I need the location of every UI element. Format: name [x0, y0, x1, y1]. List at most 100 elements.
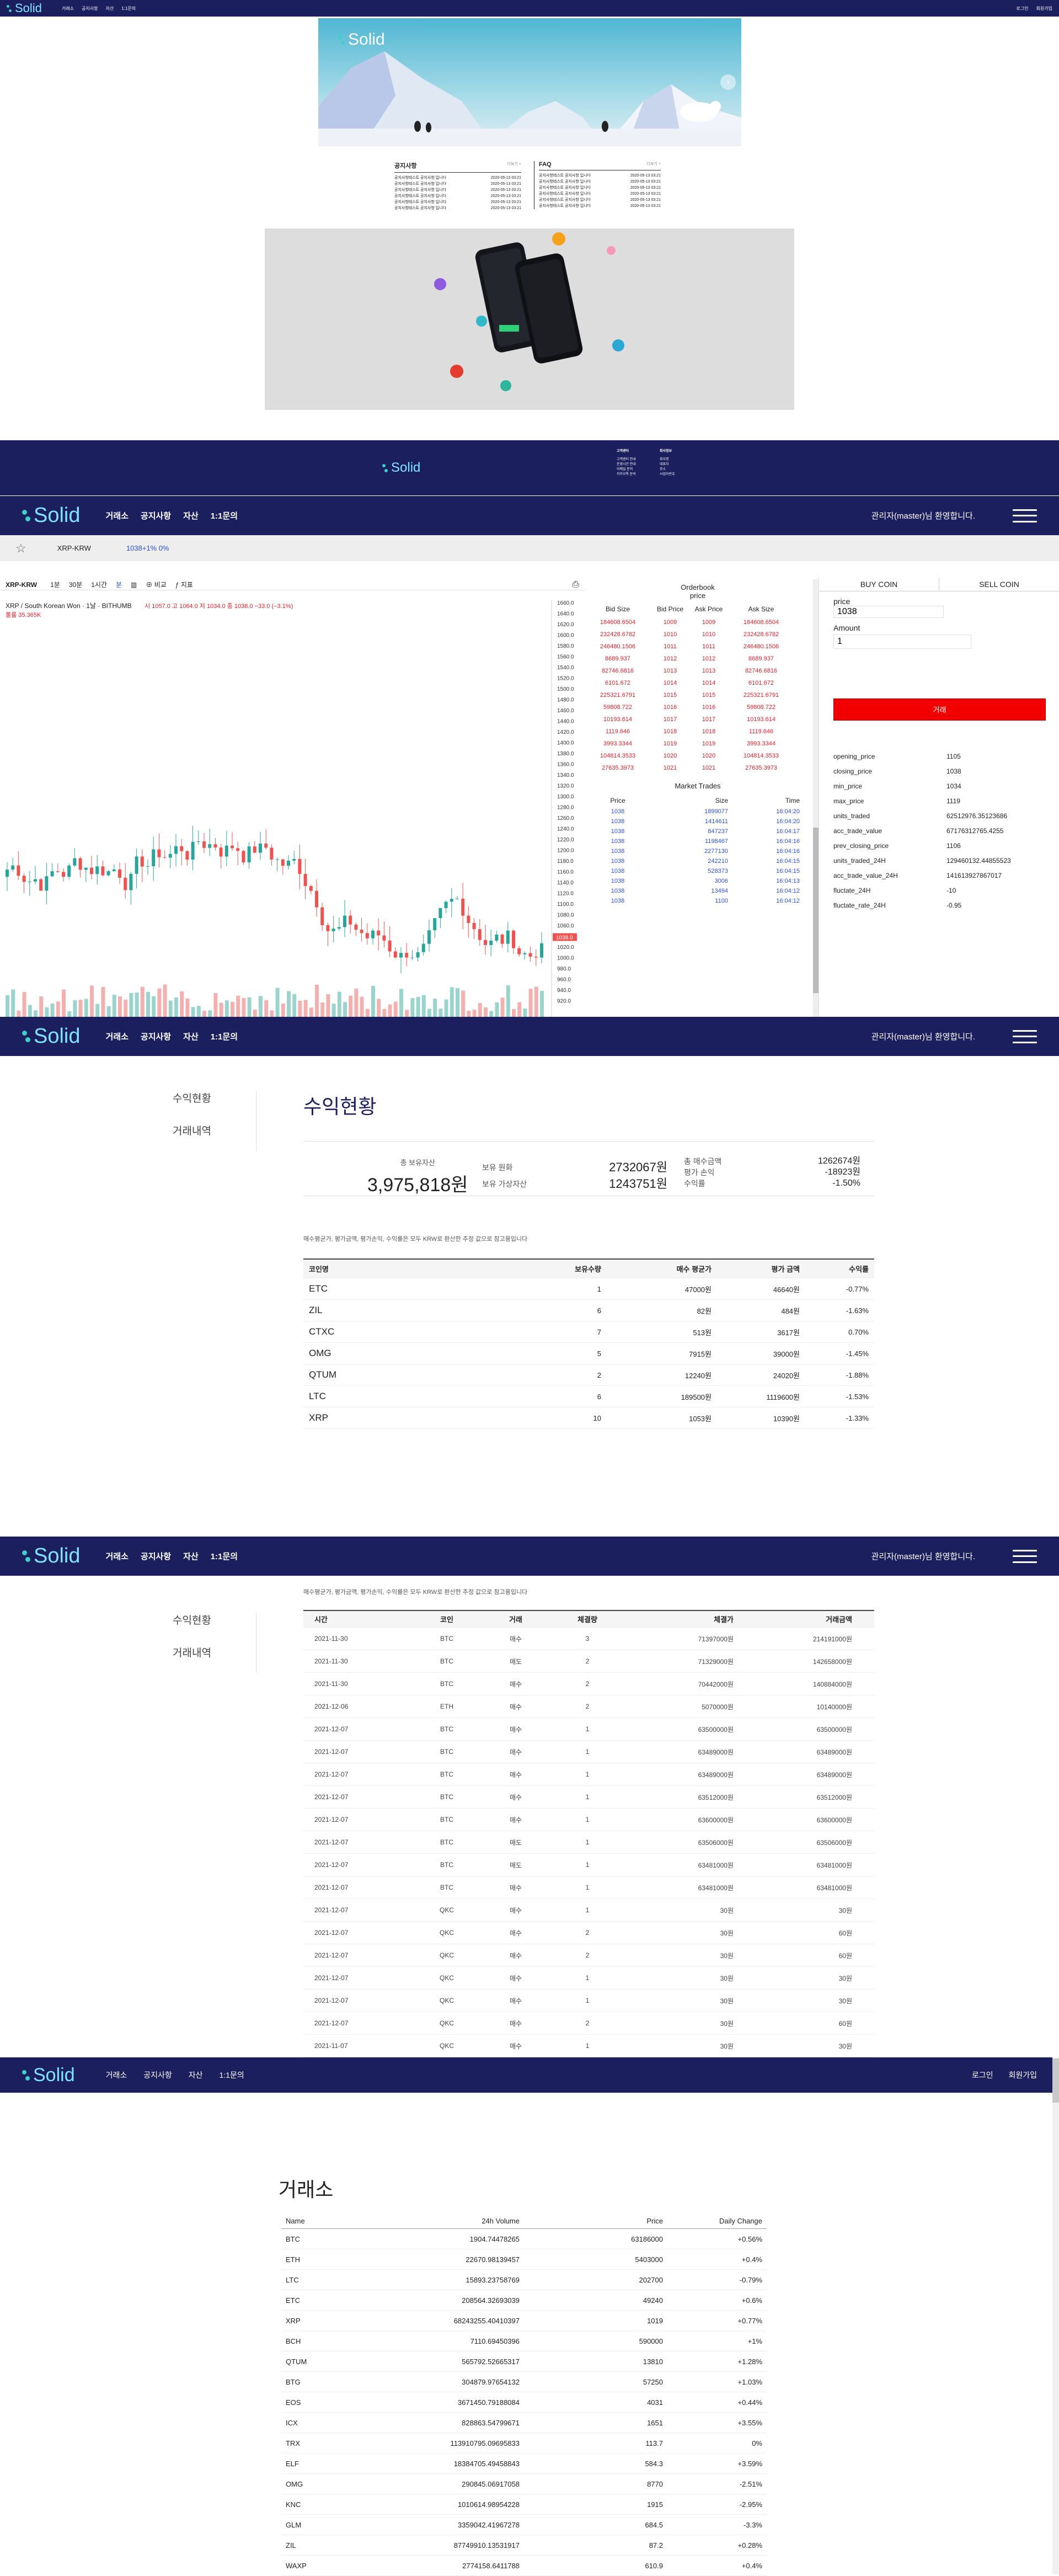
page-scrollbar[interactable] — [1052, 2057, 1059, 2574]
camera-icon[interactable]: ⎙ — [572, 579, 579, 589]
history-row[interactable]: 2021-12-07 BTC 매수 1 63512000원 63512000원 — [303, 1786, 874, 1809]
asset-row[interactable]: CTXC 7 513원 3617원 0.70% — [303, 1321, 874, 1343]
nav-notice[interactable]: 공지사항 — [140, 1032, 172, 1042]
history-row[interactable]: 2021-12-07 BTC 매수 1 63500000원 63500000원 — [303, 1718, 874, 1741]
notice-row[interactable]: 공지사항테스트 공지사항 입니다 2020-05-13 03:21 — [394, 175, 521, 181]
history-row[interactable]: 2021-12-07 QKC 매수 2 30원 60원 — [303, 1922, 874, 1944]
market-row[interactable]: WAXP 2774158.6411788 610.9 +0.4% — [281, 2556, 767, 2576]
orderbook-row[interactable]: 246480.1506 1011 1011 246480.1506 — [585, 641, 811, 653]
notice-row[interactable]: 공지사항테스트 공지사항 입니다 2020-05-13 03:21 — [394, 199, 521, 205]
compare-button[interactable]: ⊕ 비교 — [146, 581, 167, 589]
orderbook-row[interactable]: 82746.6816 1013 1013 82746.6816 — [585, 665, 811, 677]
nav-assets[interactable]: 자산 — [183, 1552, 199, 1561]
login-link[interactable]: 로그인 — [971, 2071, 993, 2079]
logo[interactable]: Solid — [22, 1544, 81, 1568]
market-row[interactable]: KNC 1010614.98954228 1915 -2.95% — [281, 2494, 767, 2515]
notice-more-link[interactable]: 더보기 + — [507, 162, 521, 166]
carousel-next-button[interactable]: › — [720, 74, 736, 90]
candlestick-chart[interactable]: 1660.0 1640.0 1620.0 1600.0 1580.0 1560.0 1540… — [0, 600, 585, 1017]
nav-exchange[interactable]: 거래소 — [105, 1552, 129, 1561]
indicators-button[interactable]: ƒ 지표 — [175, 581, 193, 589]
history-row[interactable]: 2021-12-06 ETH 매수 2 5070000원 10140000원 — [303, 1695, 874, 1718]
orderbook-row[interactable]: 232428.6782 1010 1010 232428.6782 — [585, 628, 811, 641]
orderbook-row[interactable]: 104814.3533 1020 1020 104814.3533 — [585, 750, 811, 762]
history-row[interactable]: 2021-11-07 QKC 매수 1 30원 30원 — [303, 2035, 874, 2057]
market-row[interactable]: OMG 290845.06917058 8770 -2.51% — [281, 2474, 767, 2494]
nav-inquiry[interactable]: 1:1문의 — [210, 1032, 238, 1042]
history-row[interactable]: 2021-12-07 QKC 매수 2 30원 60원 — [303, 1944, 874, 1967]
nav-assets[interactable]: 자산 — [183, 1032, 199, 1042]
nav-assets[interactable]: 자산 — [183, 511, 199, 521]
faq-row[interactable]: 공지사항테스트 공지사항 입니다 2020-05-13 03:21 — [539, 191, 661, 197]
orderbook-row[interactable]: 59808.722 1016 1016 59808.722 — [585, 701, 811, 713]
market-row[interactable]: TRX 113910795.09695833 113.7 0% — [281, 2433, 767, 2454]
menu-profit[interactable]: 수익현황 — [173, 1615, 211, 1626]
trade-submit-button[interactable]: 거래 — [833, 698, 1046, 721]
orderbook-scrollbar[interactable] — [813, 579, 819, 1017]
history-row[interactable]: 2021-11-30 BTC 매수 2 70442000원 140884000원 — [303, 1673, 874, 1695]
history-row[interactable]: 2021-12-07 BTC 매도 1 63481000원 63481000원 — [303, 1854, 874, 1876]
nav-exchange[interactable]: 거래소 — [105, 511, 129, 521]
nav-inquiry[interactable]: 1:1문의 — [219, 2071, 244, 2079]
market-row[interactable]: BTG 304879.97654132 57250 +1.03% — [281, 2372, 767, 2392]
history-row[interactable]: 2021-12-07 BTC 매수 1 63600000원 63600000원 — [303, 1809, 874, 1831]
interval-more[interactable]: 분 — [116, 581, 122, 589]
interval-1h[interactable]: 1시간 — [91, 581, 107, 589]
login-link[interactable]: 로그인 — [1016, 6, 1029, 11]
history-row[interactable]: 2021-12-07 QKC 매수 1 30원 30원 — [303, 1899, 874, 1922]
orderbook-row[interactable]: 1119.646 1018 1018 1119.646 — [585, 726, 811, 738]
market-row[interactable]: QTUM 565792.52665317 13810 +1.28% — [281, 2351, 767, 2372]
market-row[interactable]: ICX 828863.54799671 1651 +3.55% — [281, 2413, 767, 2433]
asset-row[interactable]: ETC 1 47000원 46640원 -0.77% — [303, 1278, 874, 1300]
orderbook-row[interactable]: 225321.6791 1015 1015 225321.6791 — [585, 689, 811, 701]
nav-inquiry[interactable]: 1:1문의 — [210, 511, 238, 521]
price-input[interactable] — [833, 606, 944, 618]
nav-exchange[interactable]: 거래소 — [105, 2071, 127, 2079]
logo[interactable]: Solid — [22, 1025, 81, 1048]
sell-coin-tab[interactable]: SELL COIN — [979, 580, 1019, 589]
history-row[interactable]: 2021-12-07 QKC 매수 1 30원 30원 — [303, 1990, 874, 2012]
nav-assets[interactable]: 자산 — [105, 6, 114, 11]
history-row[interactable]: 2021-12-07 BTC 매도 1 63506000원 63506000원 — [303, 1831, 874, 1854]
history-row[interactable]: 2021-11-30 BTC 매수 3 71397000원 214191000원 — [303, 1628, 874, 1650]
market-row[interactable]: GLM 3359042.41967278 684.5 -3.3% — [281, 2515, 767, 2535]
faq-row[interactable]: 공지사항테스트 공지사항 입니다 2020-05-13 03:21 — [539, 173, 661, 179]
menu-history[interactable]: 거래내역 — [173, 1126, 211, 1137]
market-row[interactable]: XRP 68243255.40410397 1019 +0.77% — [281, 2311, 767, 2331]
asset-row[interactable]: XRP 10 1053원 10390원 -1.33% — [303, 1407, 874, 1429]
faq-row[interactable]: 공지사항테스트 공지사항 입니다 2020-05-13 03:21 — [539, 179, 661, 185]
notice-row[interactable]: 공지사항테스트 공지사항 입니다 2020-05-13 03:21 — [394, 205, 521, 211]
favorite-star-icon[interactable]: ☆ — [15, 541, 26, 555]
nav-notice[interactable]: 공지사항 — [82, 6, 98, 11]
market-row[interactable]: ETH 22670.98139457 5403000 +0.4% — [281, 2249, 767, 2270]
hamburger-menu-icon[interactable] — [1013, 509, 1037, 522]
menu-history[interactable]: 거래내역 — [173, 1647, 211, 1659]
nav-exchange[interactable]: 거래소 — [105, 1032, 129, 1042]
market-row[interactable]: ELF 18384705.49458843 584.3 +3.59% — [281, 2454, 767, 2474]
nav-notice[interactable]: 공지사항 — [143, 2071, 172, 2079]
signup-link[interactable]: 회원가입 — [1008, 2071, 1037, 2079]
hamburger-menu-icon[interactable] — [1013, 1549, 1037, 1563]
history-row[interactable]: 2021-12-07 QKC 매수 2 30원 60원 — [303, 2012, 874, 2035]
notice-row[interactable]: 공지사항테스트 공지사항 입니다 2020-05-13 03:21 — [394, 187, 521, 193]
logo[interactable]: Solid — [7, 1, 42, 15]
orderbook-row[interactable]: 184608.6504 1009 1009 184608.6504 — [585, 616, 811, 628]
history-row[interactable]: 2021-12-07 QKC 매수 1 30원 30원 — [303, 1967, 874, 1990]
market-row[interactable]: BCH 7110.69450396 590000 +1% — [281, 2331, 767, 2351]
history-row[interactable]: 2021-11-30 BTC 매도 2 71329000원 142658000원 — [303, 1650, 874, 1673]
faq-row[interactable]: 공지사항테스트 공지사항 입니다 2020-05-13 03:21 — [539, 185, 661, 191]
nav-exchange[interactable]: 거래소 — [61, 6, 74, 11]
logo[interactable]: Solid — [22, 504, 81, 527]
history-row[interactable]: 2021-12-07 BTC 매수 1 63489000원 63489000원 — [303, 1763, 874, 1786]
orderbook-row[interactable]: 10193.614 1017 1017 10193.614 — [585, 713, 811, 726]
orderbook-row[interactable]: 6101.672 1014 1014 6101.672 — [585, 677, 811, 689]
notice-row[interactable]: 공지사항테스트 공지사항 입니다 2020-05-13 03:21 — [394, 181, 521, 187]
interval-1m[interactable]: 1분 — [50, 581, 60, 589]
faq-row[interactable]: 공지사항테스트 공지사항 입니다 2020-05-13 03:21 — [539, 203, 661, 209]
market-row[interactable]: ETC 208564.32693039 49240 +0.6% — [281, 2290, 767, 2311]
amount-input[interactable] — [833, 634, 971, 649]
nav-inquiry[interactable]: 1:1문의 — [121, 6, 136, 11]
asset-row[interactable]: QTUM 2 12240원 24020원 -1.88% — [303, 1364, 874, 1386]
menu-profit[interactable]: 수익현황 — [173, 1093, 211, 1105]
nav-assets[interactable]: 자산 — [188, 2071, 203, 2079]
